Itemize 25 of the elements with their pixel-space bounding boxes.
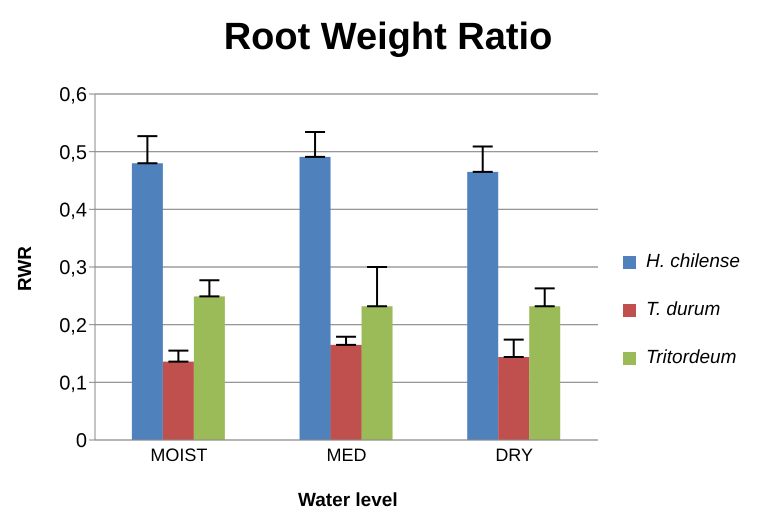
y-tick-label: 0,4: [59, 199, 87, 222]
y-tick-label: 0,1: [59, 372, 87, 394]
y-tick-label: 0,6: [59, 84, 87, 106]
bar: [330, 344, 362, 440]
bar: [162, 362, 194, 440]
legend-label: H. chilense: [646, 251, 740, 273]
y-tick-label: 0,5: [59, 142, 87, 164]
y-tick-label: 0,2: [59, 314, 87, 337]
y-axis-title: RWR: [15, 246, 37, 291]
bar: [362, 306, 393, 440]
y-tick-label: 0,3: [59, 257, 87, 280]
y-tick-label: 0: [76, 430, 87, 452]
bar: [467, 172, 498, 440]
bar: [300, 156, 331, 440]
bar: [194, 296, 225, 440]
bar: [529, 306, 560, 440]
x-tick-label: DRY: [495, 444, 534, 465]
chart-title: Root Weight Ratio: [222, 16, 554, 59]
x-tick-label: MOIST: [150, 444, 208, 465]
x-axis-title: Water level: [298, 490, 398, 512]
x-tick-label: MED: [326, 444, 366, 465]
bar: [498, 356, 530, 440]
bar: [132, 163, 163, 440]
legend-label: Tritordeum: [646, 347, 736, 369]
legend-label: T. durum: [646, 299, 720, 321]
